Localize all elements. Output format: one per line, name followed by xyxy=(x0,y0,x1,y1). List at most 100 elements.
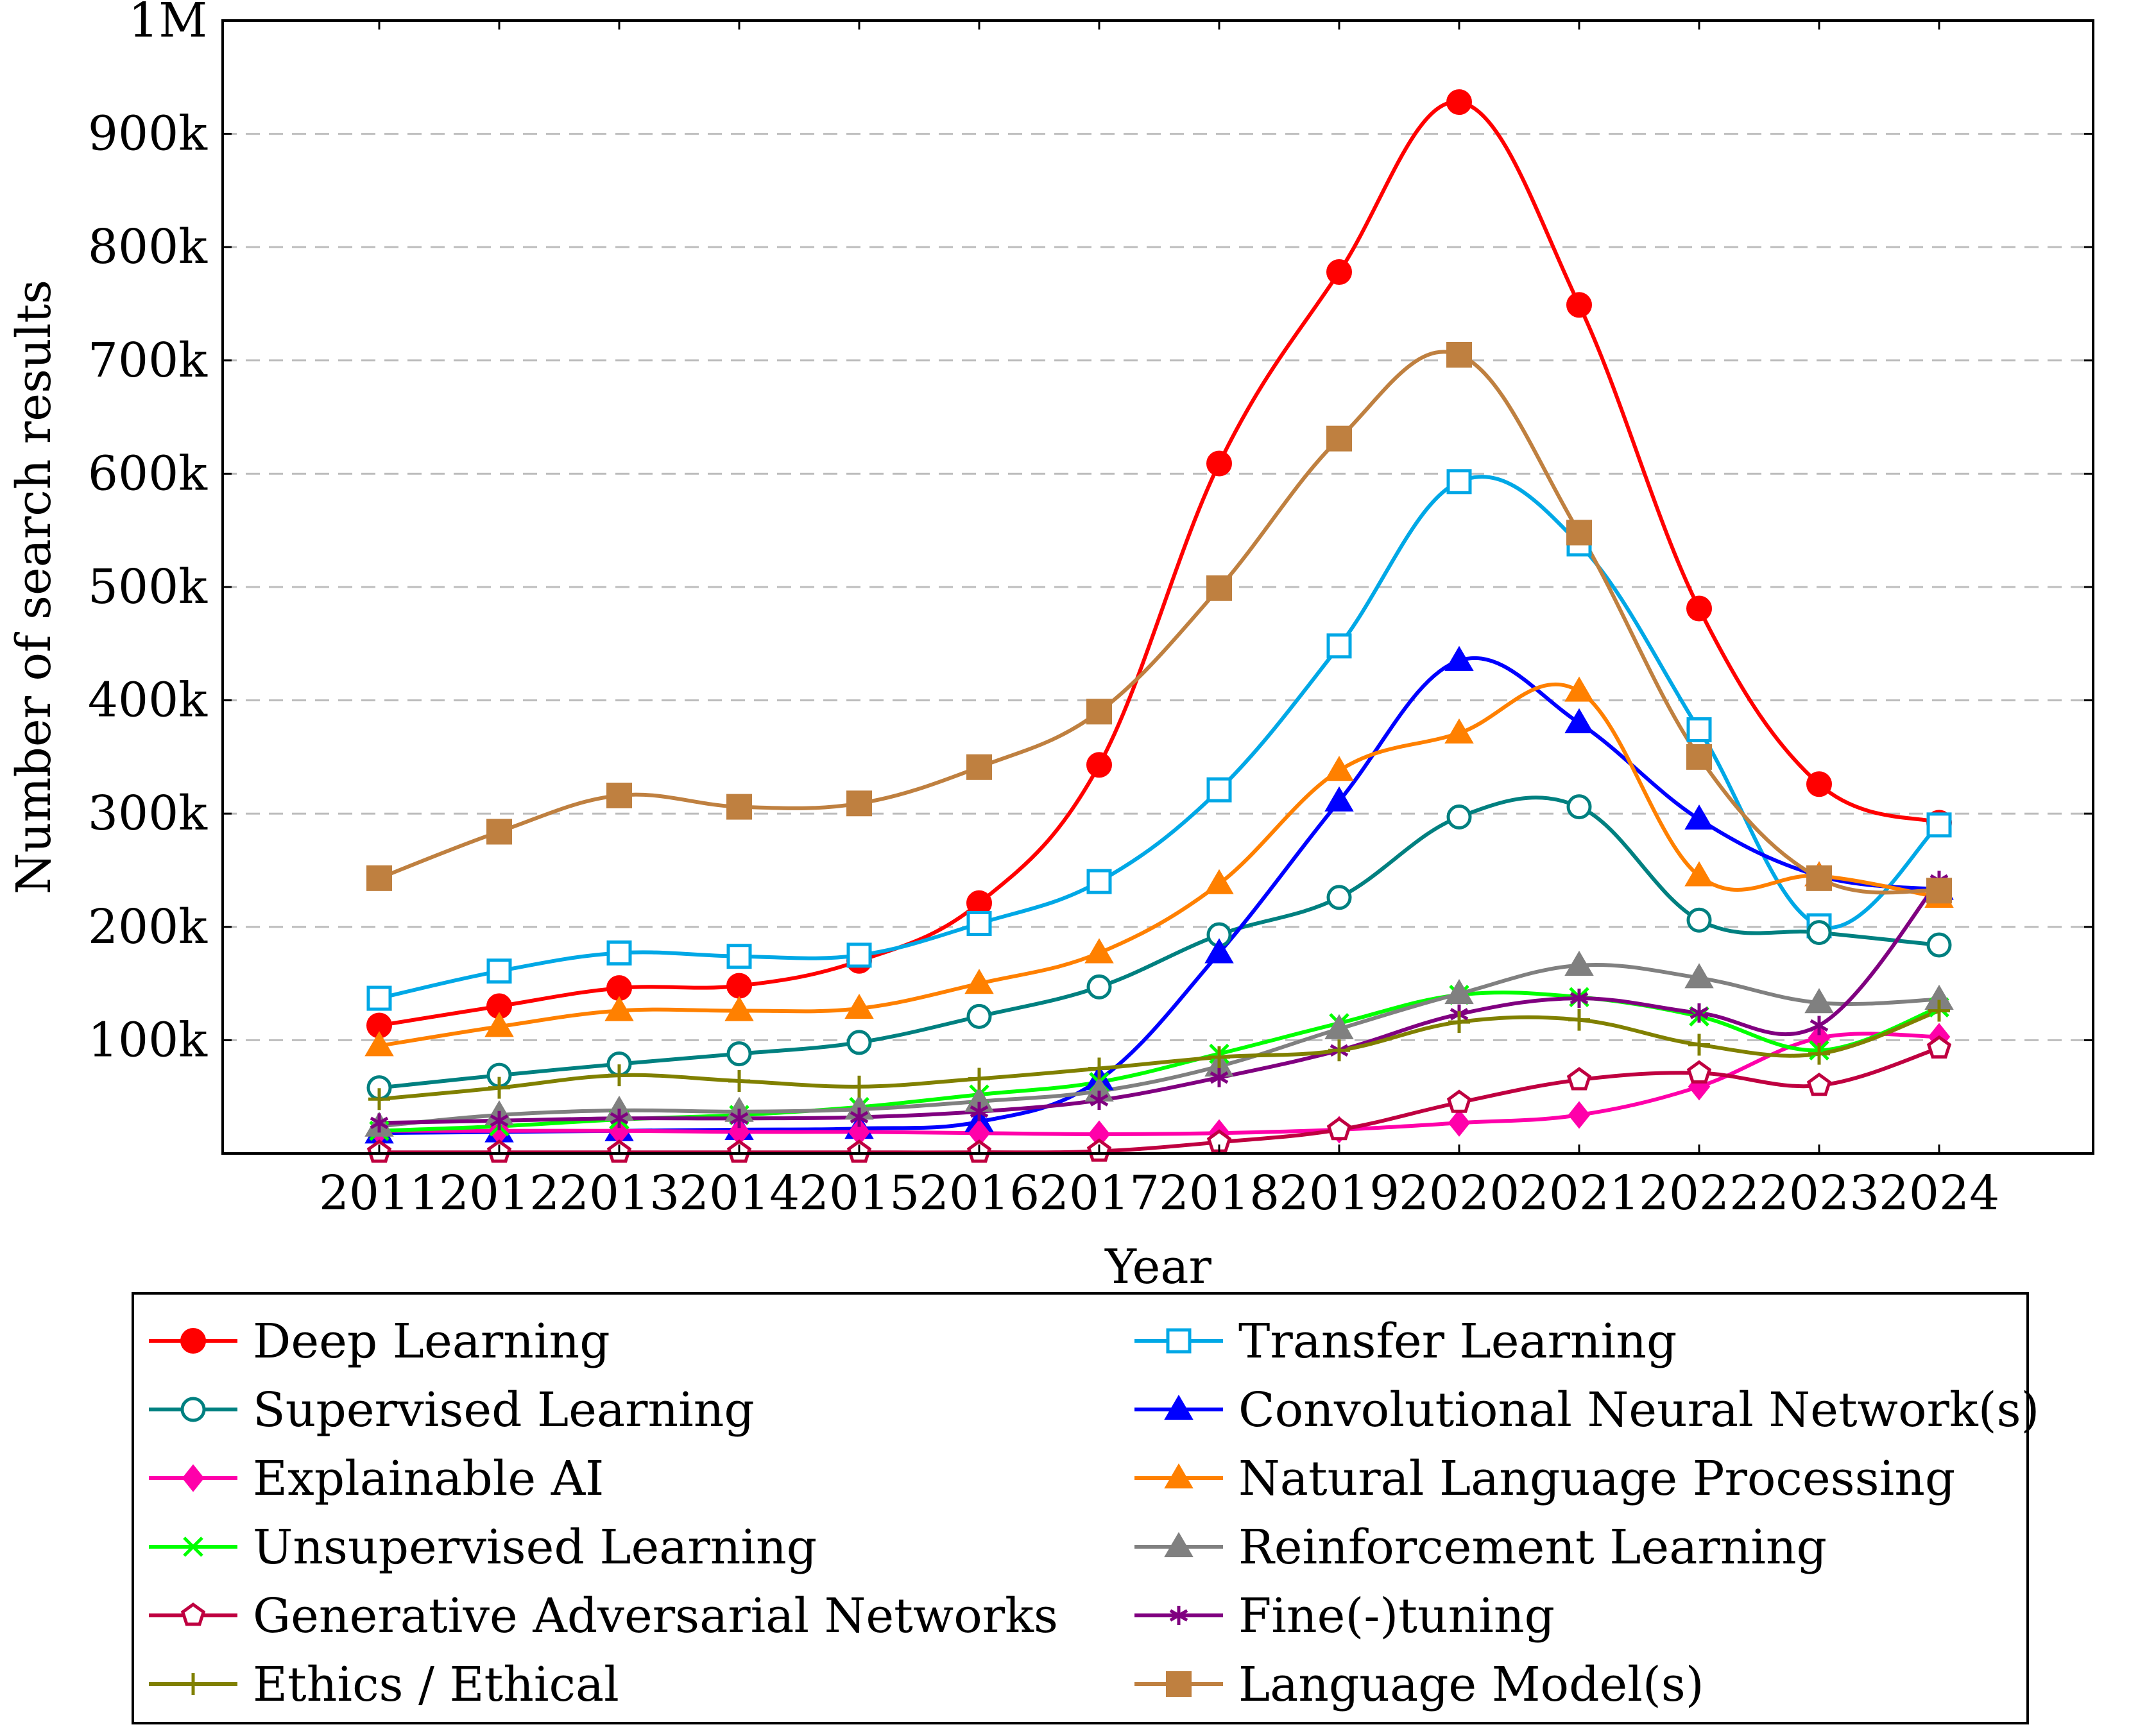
y-tick-label: 600k xyxy=(88,446,208,501)
data-point-language-model-s xyxy=(366,865,392,891)
x-tick-label: 2021 xyxy=(1519,1166,1639,1221)
data-point-ethics-ethical xyxy=(368,1088,390,1111)
y-tick-label: 300k xyxy=(88,786,208,841)
data-point-supervised-learning xyxy=(1926,932,1952,958)
data-point-ethics-ethical xyxy=(1808,1042,1830,1065)
data-point-fine-tuning xyxy=(1690,1003,1709,1023)
data-point-generative-adversarial-networks xyxy=(1686,1060,1712,1084)
data-point-supervised-learning xyxy=(1806,920,1832,946)
data-point-fine-tuning xyxy=(490,1111,509,1130)
data-point-language-model-s xyxy=(1446,341,1472,368)
data-point-natural-language-processing xyxy=(1204,869,1234,894)
data-point-transfer-learning xyxy=(1926,812,1952,838)
data-point-transfer-learning xyxy=(486,958,512,984)
legend-label: Language Model(s) xyxy=(1238,1657,1704,1712)
data-point-deep-learning xyxy=(1326,259,1352,285)
data-point-transfer-learning xyxy=(1446,469,1472,495)
series-line-deep-learning xyxy=(379,100,1940,1028)
data-point-natural-language-processing xyxy=(964,969,994,994)
data-point-language-model-s xyxy=(1926,878,1952,904)
data-point-supervised-learning xyxy=(726,1041,752,1067)
legend-item-ethics-ethical: Ethics / Ethical xyxy=(149,1657,619,1712)
y-axis-title: Number of search results xyxy=(6,280,62,894)
data-point-deep-learning xyxy=(1566,292,1592,318)
data-point-fine-tuning xyxy=(730,1109,749,1128)
data-point-language-model-s xyxy=(966,754,992,780)
data-point-ethics-ethical xyxy=(1688,1034,1710,1056)
legend-item-unsupervised-learning: Unsupervised Learning xyxy=(149,1520,817,1575)
data-point-fine-tuning xyxy=(970,1102,989,1121)
data-point-natural-language-processing xyxy=(844,993,874,1019)
data-point-fine-tuning xyxy=(1090,1091,1109,1110)
data-point-transfer-learning xyxy=(726,944,752,969)
legend: Deep Learning Transfer Learning Supervised… xyxy=(149,1314,2039,1712)
data-point-supervised-learning xyxy=(1446,804,1472,830)
data-point-ethics-ethical xyxy=(1928,1000,1950,1022)
data-point-language-model-s xyxy=(1566,520,1592,546)
legend-label: Deep Learning xyxy=(253,1314,610,1369)
legend-marker xyxy=(182,1464,205,1492)
legend-label: Natural Language Processing xyxy=(1238,1451,1955,1506)
legend-label: Convolutional Neural Network(s) xyxy=(1238,1383,2039,1438)
data-point-supervised-learning xyxy=(846,1030,872,1055)
data-point-natural-language-processing xyxy=(1084,938,1114,964)
data-point-deep-learning xyxy=(1206,450,1232,477)
legend-item-generative-adversarial-networks: Generative Adversarial Networks xyxy=(149,1588,1058,1644)
x-tick-label: 2016 xyxy=(919,1166,1040,1221)
data-point-reinforcement-learning xyxy=(1684,963,1714,989)
legend-marker xyxy=(180,1602,206,1626)
x-tick-label: 2024 xyxy=(1879,1166,1999,1221)
data-point-ethics-ethical xyxy=(1448,1011,1470,1034)
data-point-natural-language-processing xyxy=(1684,861,1714,887)
data-point-reinforcement-learning xyxy=(1564,950,1594,976)
data-point-ethics-ethical xyxy=(608,1064,630,1087)
legend-label: Unsupervised Learning xyxy=(253,1520,817,1575)
data-point-transfer-learning xyxy=(366,985,392,1011)
data-point-deep-learning xyxy=(1086,752,1112,778)
legend-item-reinforcement-learning: Reinforcement Learning xyxy=(1134,1520,1827,1575)
legend-label: Ethics / Ethical xyxy=(253,1657,619,1712)
data-point-reinforcement-learning xyxy=(1324,1014,1354,1039)
x-tick-label: 2015 xyxy=(799,1166,920,1221)
data-point-fine-tuning xyxy=(850,1107,869,1127)
legend-marker xyxy=(1164,1395,1194,1420)
legend-label: Supervised Learning xyxy=(253,1383,755,1438)
legend-marker xyxy=(1169,1606,1188,1625)
legend-marker xyxy=(1164,1532,1194,1558)
y-tick-label: 1M xyxy=(128,0,207,48)
data-point-transfer-learning xyxy=(1326,633,1352,659)
data-point-supervised-learning xyxy=(966,1003,992,1029)
data-point-natural-language-processing xyxy=(1564,676,1594,702)
data-point-ethics-ethical xyxy=(1568,1008,1590,1031)
data-point-ethics-ethical xyxy=(488,1076,510,1099)
data-point-supervised-learning xyxy=(1566,794,1592,820)
data-point-language-model-s xyxy=(1086,699,1112,725)
data-point-language-model-s xyxy=(1806,865,1832,891)
y-tick-label: 800k xyxy=(88,219,208,275)
legend-item-deep-learning: Deep Learning xyxy=(149,1314,610,1369)
legend-label: Fine(-)tuning xyxy=(1238,1588,1555,1644)
data-point-transfer-learning xyxy=(846,942,872,968)
data-point-fine-tuning xyxy=(610,1109,629,1128)
series-lines xyxy=(378,100,1941,1155)
data-point-language-model-s xyxy=(486,819,512,845)
data-point-convolutional-neural-network-s xyxy=(1444,645,1474,671)
x-axis-ticks: 2011201220132014201520162017201820192020… xyxy=(319,21,1999,1221)
data-point-supervised-learning xyxy=(1686,907,1712,933)
data-point-ethics-ethical xyxy=(968,1068,990,1090)
data-point-reinforcement-learning xyxy=(1444,979,1474,1005)
data-point-ethics-ethical xyxy=(848,1075,870,1098)
legend-marker xyxy=(180,1328,206,1354)
data-point-language-model-s xyxy=(726,794,752,820)
legend-item-language-model-s: Language Model(s) xyxy=(1134,1657,1704,1712)
data-point-transfer-learning xyxy=(966,911,992,937)
x-axis-title: Year xyxy=(1104,1239,1211,1295)
x-tick-label: 2013 xyxy=(559,1166,680,1221)
y-axis-ticks: 100k 200k 300k 400k 500k 600k 700k 800k 900k 1M xyxy=(88,0,2093,1068)
data-point-natural-language-processing xyxy=(1324,756,1354,781)
legend-item-supervised-learning: Supervised Learning xyxy=(149,1383,755,1438)
legend-marker xyxy=(1166,1671,1192,1697)
legend-marker xyxy=(180,1397,206,1422)
y-tick-label: 200k xyxy=(88,899,208,955)
